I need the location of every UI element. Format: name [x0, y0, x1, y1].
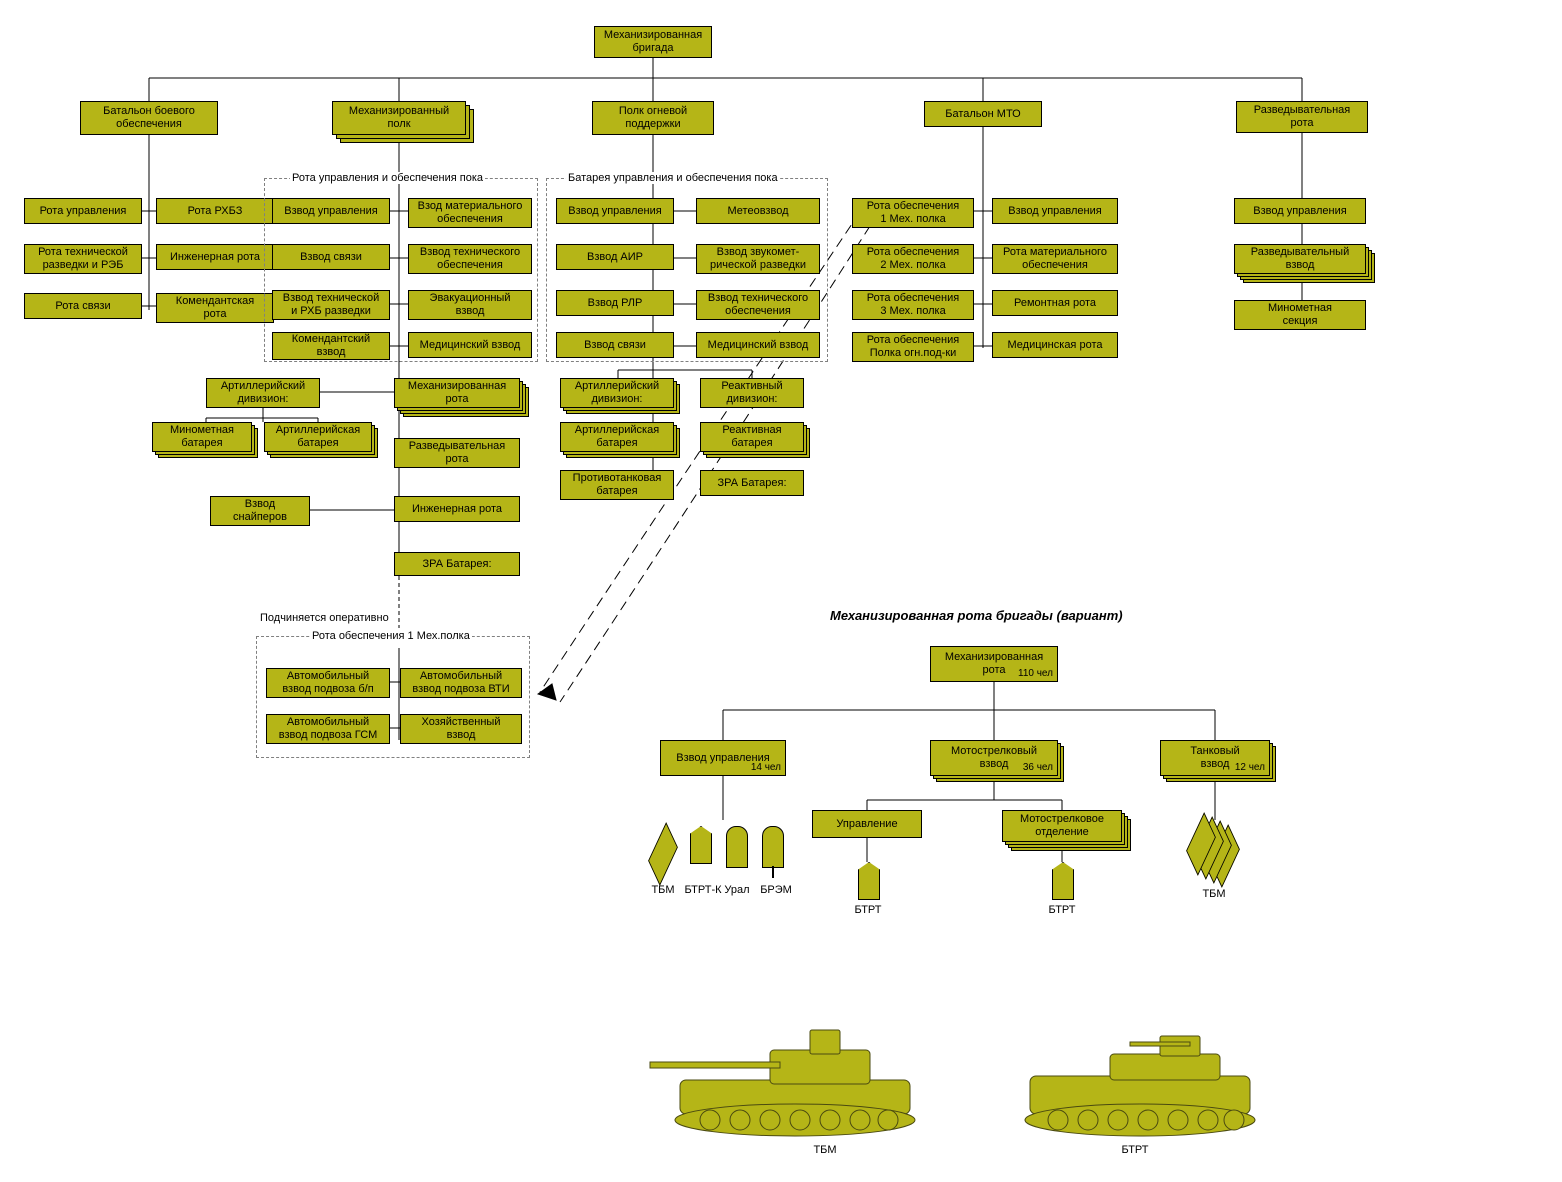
- veh-lbl-3: БРЭМ: [756, 884, 796, 896]
- mp-br-2: Инженерная рота: [394, 496, 520, 522]
- node-rr: Разведывательнаярота: [1236, 101, 1368, 133]
- pop-b-5: ЗРА Батарея:: [700, 470, 804, 496]
- sub-r-1: Хозяйственныйвзвод: [400, 714, 522, 744]
- pop-r-3: Медицинский взвод: [696, 332, 820, 358]
- v-c2-sub: 12 чел: [1235, 762, 1265, 774]
- vehicle-bullet-icon: [726, 826, 748, 868]
- rr-1: Разведывательныйвзвод: [1234, 244, 1366, 274]
- v-c1: Мотострелковыйвзвод36 чел: [930, 740, 1058, 776]
- sub-note: Подчиняется оперативно: [260, 612, 389, 624]
- mto-r-1: Рота материальногообеспечения: [992, 244, 1118, 274]
- node-bbo: Батальон боевогообеспечения: [80, 101, 218, 135]
- mp-bl-3: Взводснайперов: [210, 496, 310, 526]
- btrt-icon-1: [1052, 862, 1074, 900]
- vehicle-bullet-hook-icon: [762, 826, 784, 868]
- pop-l-0: Взвод управления: [556, 198, 674, 224]
- mp-br-0: Механизированнаярота: [394, 378, 520, 408]
- pop-b-2: Противотанковаябатарея: [560, 470, 674, 500]
- mp-bl-2: Артиллерийскаябатарея: [264, 422, 372, 452]
- vehicle-diamond-icon: [648, 822, 678, 886]
- rr-0: Взвод управления: [1234, 198, 1366, 224]
- mp-r-2: Эвакуационныйвзвод: [408, 290, 532, 320]
- pop-group-title: Батарея управления и обеспечения пока: [566, 172, 780, 184]
- mp-bl-0: Артиллерийскийдивизион:: [206, 378, 320, 408]
- mp-bl-1: Минометнаябатарея: [152, 422, 252, 452]
- node-root: Механизированнаябригада: [594, 26, 712, 58]
- v-c1-sub: 36 чел: [1023, 762, 1053, 774]
- pop-b-4: Реактивнаябатарея: [700, 422, 804, 452]
- veh-lbl-0: ТБМ: [648, 884, 678, 896]
- bbo-r-1: Инженерная рота: [156, 244, 274, 270]
- v-root: Механизированнаярота110 чел: [930, 646, 1058, 682]
- sub-l-0: Автомобильныйвзвод подвоза б/п: [266, 668, 390, 698]
- bottom-lbl-1: БТРТ: [1110, 1144, 1160, 1156]
- veh-lbl-2: Урал: [722, 884, 752, 896]
- mto-r-0: Взвод управления: [992, 198, 1118, 224]
- vehicle-pent-icon: [690, 826, 712, 864]
- pop-b-0: Артиллерийскийдивизион:: [560, 378, 674, 408]
- mto-r-2: Ремонтная рота: [992, 290, 1118, 316]
- mto-l-2: Рота обеспечения3 Мех. полка: [852, 290, 974, 320]
- sub-l-1: Автомобильныйвзвод подвоза ГСМ: [266, 714, 390, 744]
- v-s0: Управление: [812, 810, 922, 838]
- tank-tbm-icon: [640, 1000, 940, 1140]
- pop-b-3: Реактивныйдивизион:: [700, 378, 804, 408]
- mp-r-1: Взвод техническогообеспечения: [408, 244, 532, 274]
- tbm-lbl: ТБМ: [1194, 888, 1234, 900]
- mto-l-3: Рота обеспеченияПолка огн.под-ки: [852, 332, 974, 362]
- node-mto: Батальон МТО: [924, 101, 1042, 127]
- mp-l-3: Комендантскийвзвод: [272, 332, 390, 360]
- v-root-sub: 110 чел: [1018, 668, 1053, 680]
- pop-l-1: Взвод АИР: [556, 244, 674, 270]
- node-pop: Полк огневойподдержки: [592, 101, 714, 135]
- pop-r-0: Метеовзвод: [696, 198, 820, 224]
- mto-r-3: Медицинская рота: [992, 332, 1118, 358]
- node-mp: Механизированныйполк: [332, 101, 466, 135]
- bbo-l-0: Рота управления: [24, 198, 142, 224]
- v-c2: Танковыйвзвод12 чел: [1160, 740, 1270, 776]
- pop-l-3: Взвод связи: [556, 332, 674, 358]
- pop-b-1: Артиллерийскаябатарея: [560, 422, 674, 452]
- mp-br-1: Разведывательнаярота: [394, 438, 520, 468]
- btrt-icon-0: [858, 862, 880, 900]
- mp-r-3: Медицинский взвод: [408, 332, 532, 358]
- bottom-lbl-0: ТБМ: [800, 1144, 850, 1156]
- v-s1: Мотострелковоеотделение: [1002, 810, 1122, 842]
- v-c0-sub: 14 чел: [751, 762, 781, 774]
- mp-l-0: Взвод управления: [272, 198, 390, 224]
- mp-l-1: Взвод связи: [272, 244, 390, 270]
- btrt-lbl-0: БТРТ: [848, 904, 888, 916]
- pop-r-1: Взвод звукомет-рической разведки: [696, 244, 820, 274]
- mp-l-2: Взвод техническойи РХБ разведки: [272, 290, 390, 320]
- veh-lbl-1: БТРТ-К: [680, 884, 726, 896]
- sub-r-0: Автомобильныйвзвод подвоза ВТИ: [400, 668, 522, 698]
- btrt-lbl-1: БТРТ: [1042, 904, 1082, 916]
- pop-l-2: Взвод РЛР: [556, 290, 674, 316]
- rr-2: Минометнаясекция: [1234, 300, 1366, 330]
- mp-group-title: Рота управления и обеспечения пока: [290, 172, 485, 184]
- bbo-l-1: Рота техническойразведки и РЭБ: [24, 244, 142, 274]
- bbo-l-2: Рота связи: [24, 293, 142, 319]
- bbo-r-2: Комендантскаярота: [156, 293, 274, 323]
- v-c0: Взвод управления14 чел: [660, 740, 786, 776]
- tank-btrt-icon: [1000, 1000, 1280, 1140]
- sub-group-title: Рота обеспечения 1 Мех.полка: [310, 630, 472, 642]
- mto-l-0: Рота обеспечения1 Мех. полка: [852, 198, 974, 228]
- mp-r-0: Взод материальногообеспечения: [408, 198, 532, 228]
- variant-title: Механизированная рота бригады (вариант): [830, 608, 1123, 623]
- pop-r-2: Взвод техническогообеспечения: [696, 290, 820, 320]
- mto-l-1: Рота обеспечения2 Мех. полка: [852, 244, 974, 274]
- mp-br-3: ЗРА Батарея:: [394, 552, 520, 576]
- bbo-r-0: Рота РХБЗ: [156, 198, 274, 224]
- v-c2-label: Танковыйвзвод: [1190, 745, 1239, 770]
